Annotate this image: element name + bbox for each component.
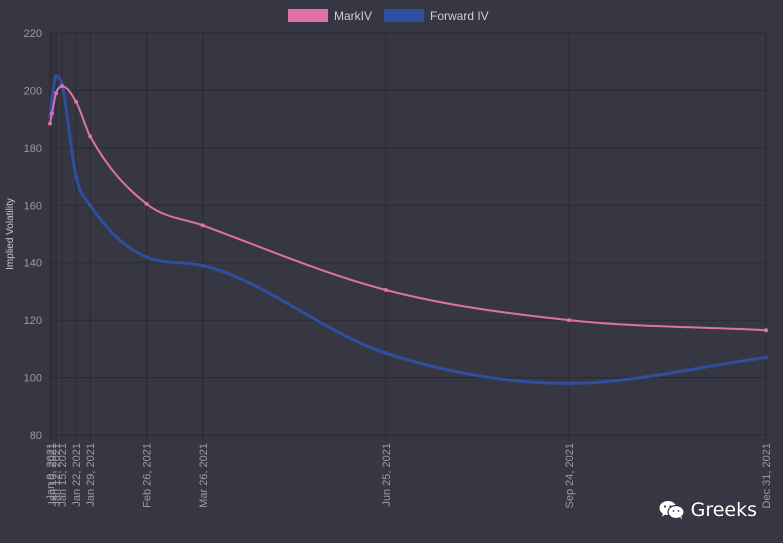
y-tick-label: 80 [30,430,42,442]
legend-label: Forward IV [430,9,489,23]
x-tick-label: Jan 29, 2021 [85,443,97,507]
data-point [144,254,149,259]
x-tick-label: Mar 26, 2021 [198,443,210,508]
y-axis-ticks: 80 100 120 140 160 180 200 220 [24,28,42,442]
x-tick-label: Jan 22, 2021 [71,443,83,507]
data-point [200,263,205,268]
data-point [764,355,768,360]
data-point [50,111,55,116]
y-tick-label: 180 [24,143,42,155]
x-tick-label: Feb 26, 2021 [142,443,154,508]
legend-item[interactable]: Forward IV [384,9,489,23]
x-tick-label: Jan 10, 2021 [47,443,59,507]
x-tick-label: Dec 31, 2021 [761,443,773,508]
legend-label: MarkIV [334,9,372,23]
y-axis-label: Implied Volatility [5,198,16,270]
y-tick-label: 160 [24,200,42,212]
data-point [383,351,388,356]
x-tick-label: Jan 9, 2021 [45,443,57,501]
data-point [144,201,149,206]
y-tick-label: 140 [24,258,42,270]
data-point [54,74,59,79]
x-tick-label: Jan 12, 2021 [51,443,63,507]
series-markiv [48,84,768,333]
data-point [383,287,388,292]
watermark-text: Greeks [690,499,757,521]
data-point [566,381,571,386]
data-point [88,203,93,208]
x-tick-label: Jun 25, 2021 [381,443,393,507]
legend-swatch [384,9,424,22]
series-forward-iv [48,74,768,386]
series-line [48,74,767,385]
data-point [74,99,79,104]
wechat-icon [659,500,685,520]
series-group [48,74,768,386]
data-point [48,121,52,126]
y-tick-label: 100 [24,373,42,385]
data-point [50,97,55,102]
y-tick-label: 200 [24,85,42,97]
watermark: Greeks [659,499,757,521]
y-tick-label: 220 [24,28,42,40]
data-point [566,318,571,323]
series-line [49,85,767,332]
x-tick-label: Jan 15, 2021 [57,443,69,507]
data-point [60,84,65,89]
legend-swatch [288,9,328,22]
x-tick-label: Sep 24, 2021 [564,443,576,508]
data-point [764,328,768,333]
data-point [74,174,79,179]
grid [49,32,767,441]
data-point [88,134,93,139]
y-tick-label: 120 [24,315,42,327]
legend-item[interactable]: MarkIV [288,9,372,23]
data-point [54,91,59,96]
legend: MarkIV Forward IV [288,9,489,23]
data-point [200,223,205,228]
